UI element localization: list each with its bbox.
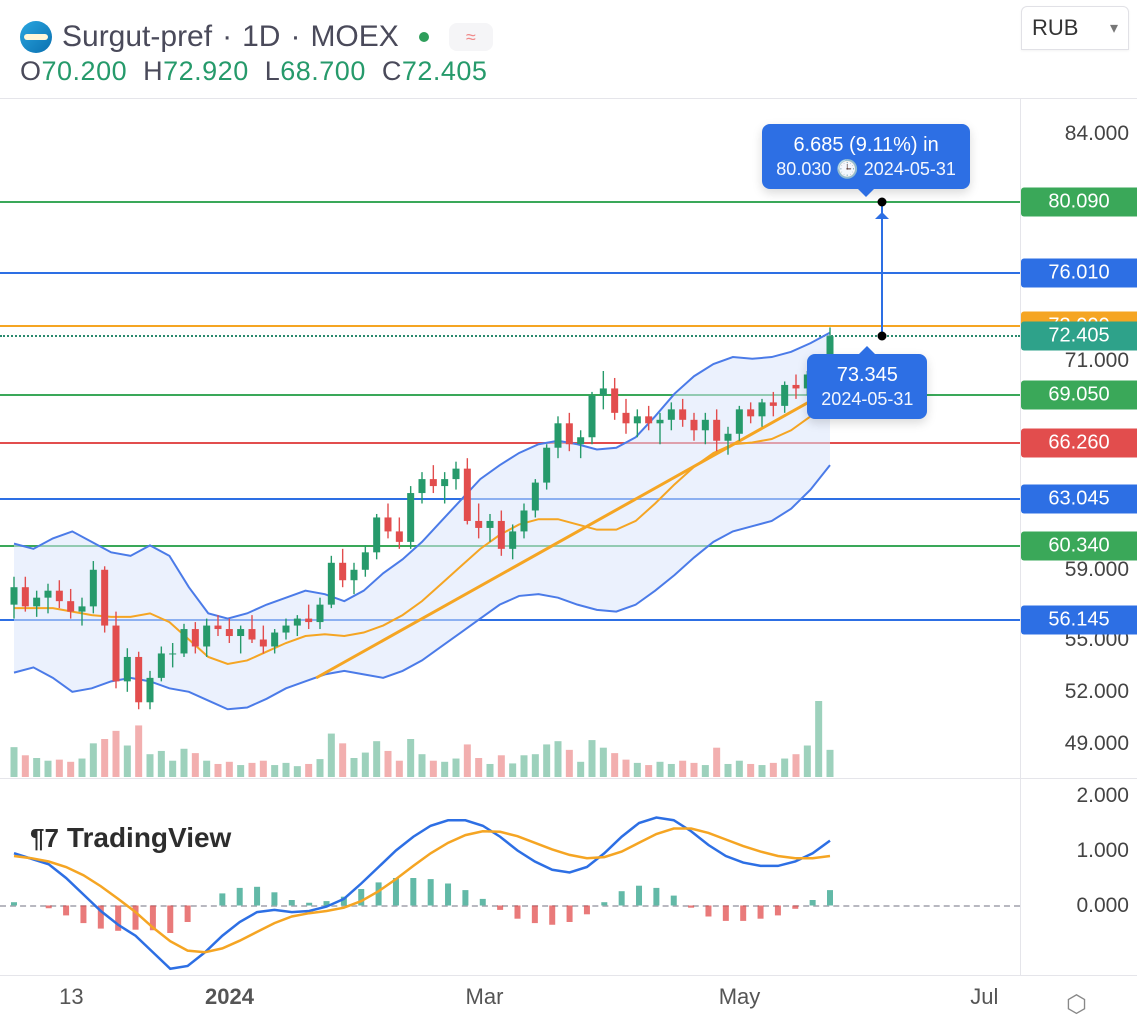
- ohlc-low: 68.700: [280, 56, 366, 86]
- dot-sep: ·: [222, 20, 232, 54]
- measure-top-main: 6.685 (9.11%) in: [776, 132, 956, 158]
- price-tag: 66.260: [1021, 429, 1137, 458]
- time-label[interactable]: 13: [59, 984, 83, 1010]
- price-tag: 56.145: [1021, 605, 1137, 634]
- oscillator-yaxis[interactable]: 2.000 1.000 0.000: [1020, 779, 1137, 975]
- measure-tooltip-bottom: 73.3452024-05-31: [807, 354, 927, 419]
- ohlc-close: 72.405: [402, 56, 488, 86]
- price-tag: 80.090: [1021, 188, 1137, 217]
- settings-icon[interactable]: ⬡: [1066, 990, 1087, 1019]
- price-ytick: 71.000: [1065, 349, 1129, 373]
- exchange: MOEX: [310, 20, 398, 54]
- symbol-icon: [20, 21, 52, 53]
- price-tag: 60.340: [1021, 532, 1137, 561]
- ohlc-open: 70.200: [42, 56, 128, 86]
- price-tag: 69.050: [1021, 380, 1137, 409]
- time-axis[interactable]: 13 2024 Mar May Jul: [0, 976, 1137, 1029]
- market-status-icon: [419, 32, 429, 42]
- dot-sep: ·: [290, 20, 300, 54]
- chevron-down-icon: ▾: [1110, 18, 1118, 38]
- osc-ytick: 1.000: [1076, 839, 1129, 863]
- time-label[interactable]: Jul: [970, 984, 998, 1010]
- chart-header: Surgut-pref · 1D · MOEX ≈: [20, 20, 493, 54]
- currency-value: RUB: [1032, 15, 1078, 41]
- price-ytick: 59.000: [1065, 558, 1129, 582]
- time-label[interactable]: Mar: [466, 984, 504, 1010]
- currency-select[interactable]: RUB ▾: [1021, 6, 1129, 50]
- osc-ytick: 2.000: [1076, 784, 1129, 808]
- price-pane[interactable]: 6.685 (9.11%) in80.030 🕒 2024-05-31 73.34…: [0, 98, 1137, 778]
- price-tag: 76.010: [1021, 259, 1137, 288]
- ohlc-high: 72.920: [163, 56, 249, 86]
- price-tag: 63.045: [1021, 485, 1137, 514]
- price-ytick: 84.000: [1065, 122, 1129, 146]
- tradingview-watermark: ¶7 TradingView: [30, 822, 231, 854]
- symbol-name[interactable]: Surgut-pref: [62, 20, 212, 54]
- tradingview-icon: ¶7: [30, 823, 59, 854]
- price-ytick: 49.000: [1065, 732, 1129, 756]
- osc-ytick: 0.000: [1076, 894, 1129, 918]
- oscillator-pane[interactable]: 2.000 1.000 0.000: [0, 778, 1137, 976]
- price-ytick: 52.000: [1065, 680, 1129, 704]
- measure-arrow[interactable]: [881, 202, 883, 336]
- last-price-tag: 72.405: [1021, 322, 1137, 351]
- time-label[interactable]: 2024: [205, 984, 254, 1010]
- interval[interactable]: 1D: [242, 20, 280, 54]
- watermark-text: TradingView: [67, 822, 231, 854]
- measure-tooltip-top: 6.685 (9.11%) in80.030 🕒 2024-05-31: [762, 124, 970, 189]
- compare-icon[interactable]: ≈: [449, 23, 493, 51]
- time-label[interactable]: May: [719, 984, 761, 1010]
- price-yaxis[interactable]: 84.00071.00059.00055.00052.00049.00080.0…: [1020, 99, 1137, 778]
- ohlc-row: O70.200 H72.920 L68.700 C72.405: [20, 56, 487, 87]
